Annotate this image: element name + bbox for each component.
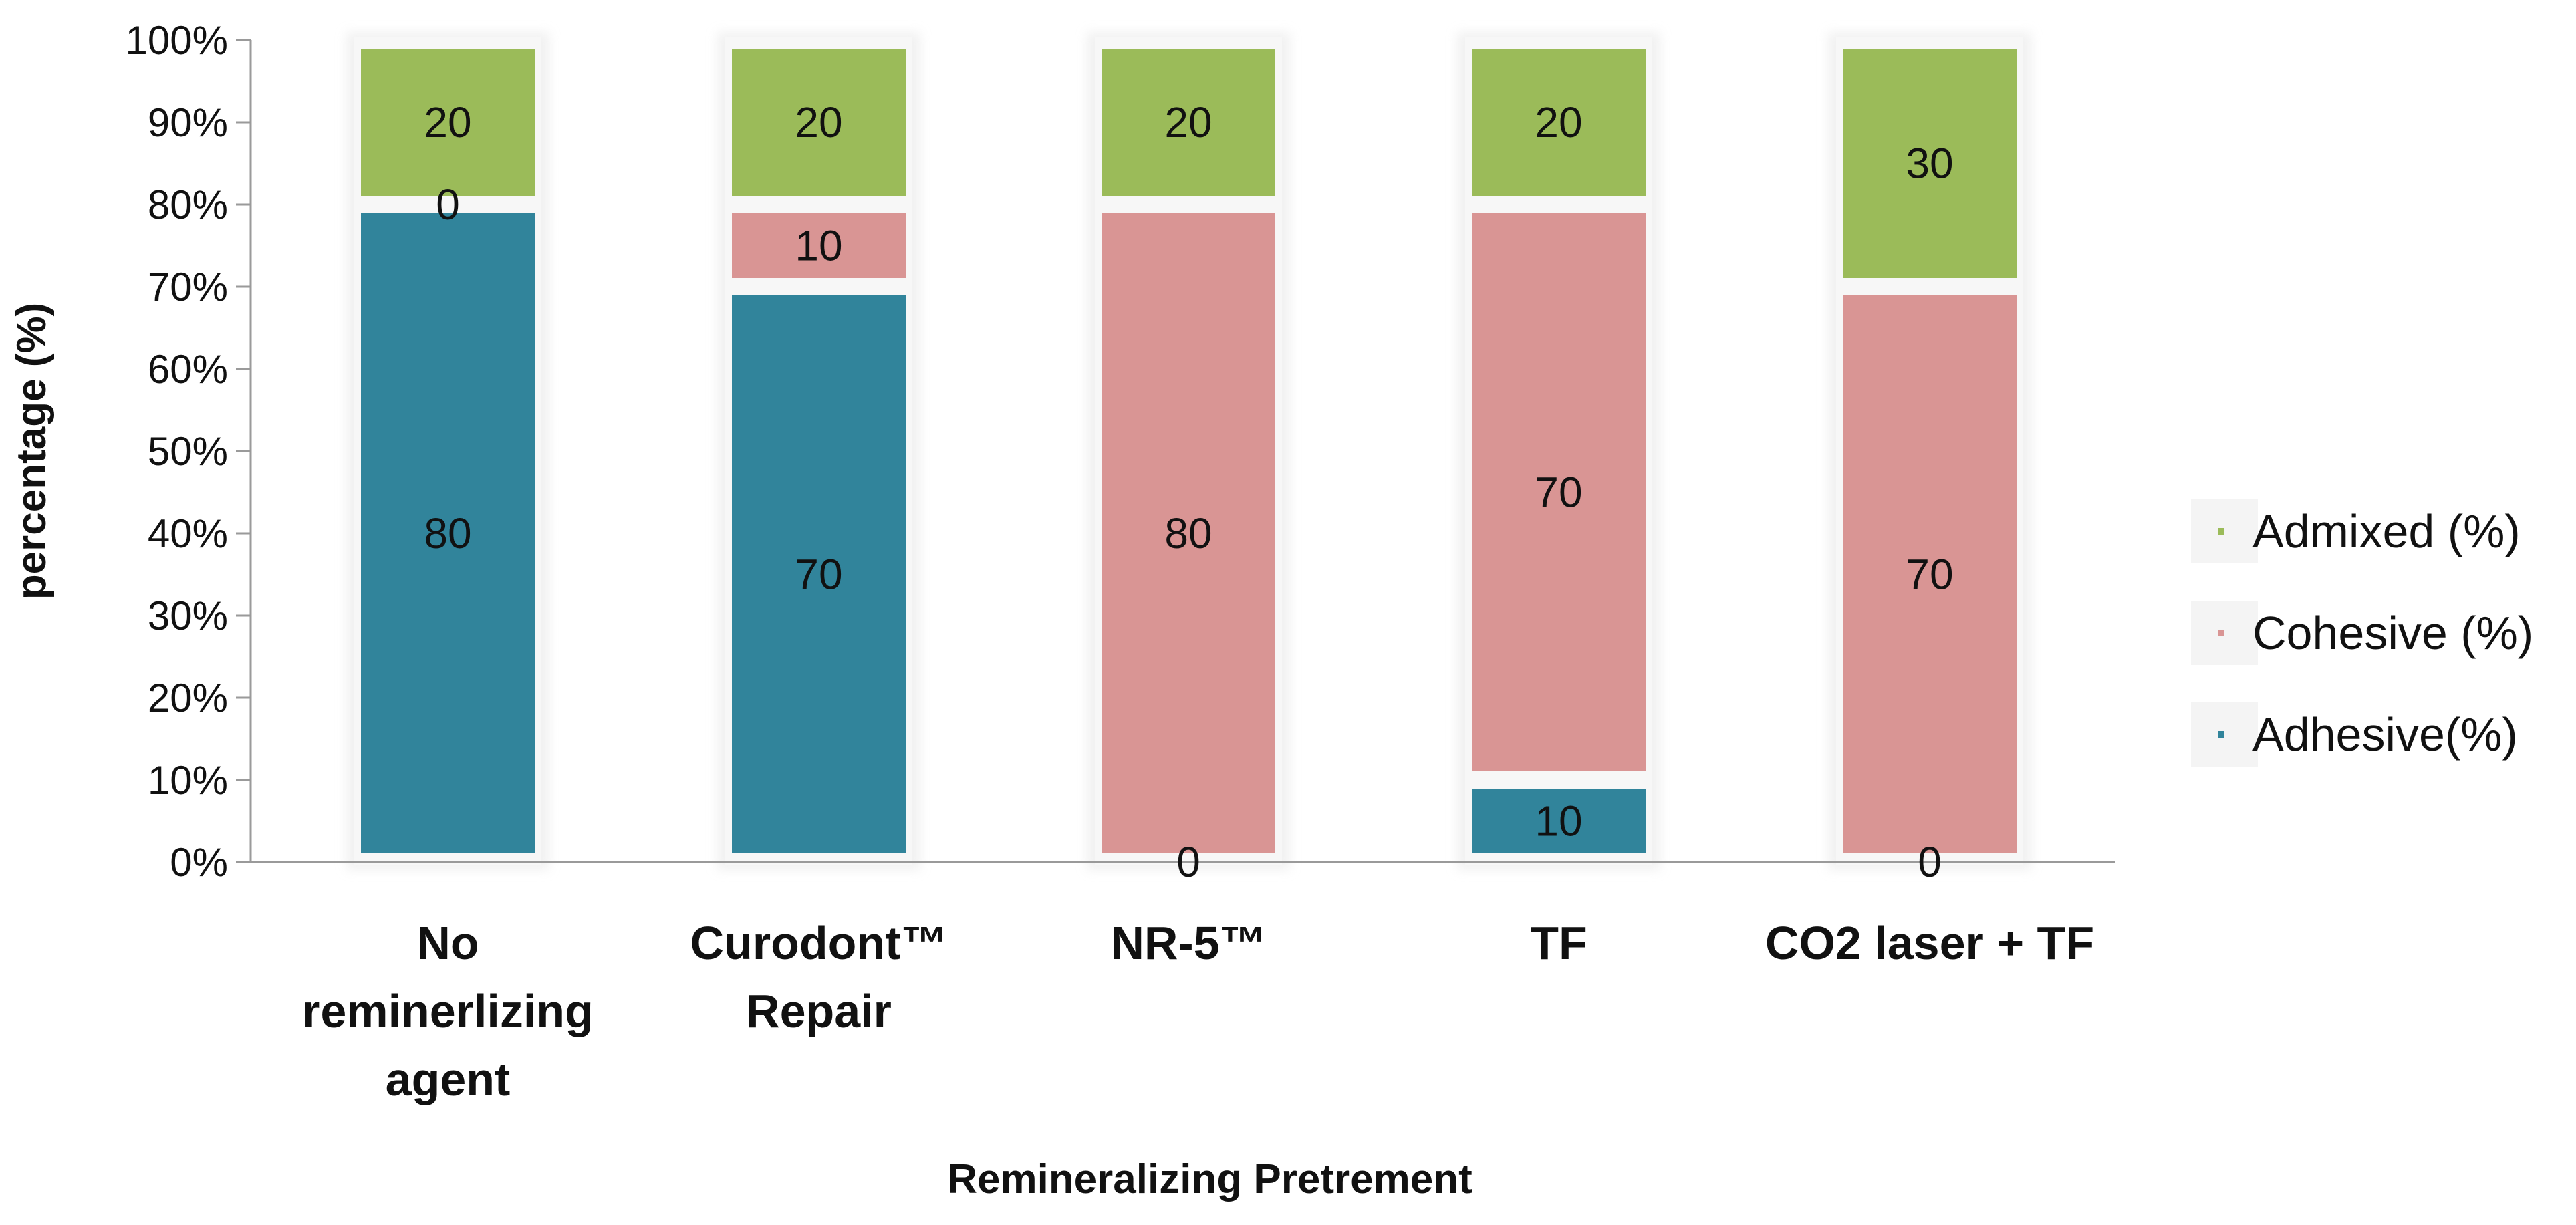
bar-segment <box>1102 49 1275 196</box>
legend: Admixed (%) Cohesive (%) Adhesive(%) <box>2191 499 2533 767</box>
bar-segment <box>1843 295 2017 853</box>
x-tick-label: Curodont™ <box>690 917 948 969</box>
x-tick-label: CO2 laser + TF <box>1765 917 2094 969</box>
x-tick-label: agent <box>386 1053 511 1105</box>
bar-segment <box>732 49 906 196</box>
bar-segment <box>1472 49 1646 196</box>
data-label: 80 <box>1164 509 1212 557</box>
legend-label: Admixed (%) <box>2252 505 2521 557</box>
y-axis-title: percentage (%) <box>9 303 55 599</box>
y-tick-label: 50% <box>148 429 228 474</box>
data-label: 20 <box>1535 98 1582 146</box>
legend-label: Adhesive(%) <box>2252 708 2518 761</box>
data-label: 0 <box>436 180 460 229</box>
data-label: 20 <box>795 98 842 146</box>
data-label: 20 <box>424 98 471 146</box>
bar-segment <box>732 213 906 278</box>
legend-label: Cohesive (%) <box>2252 607 2533 659</box>
data-label: 70 <box>795 551 842 599</box>
bar-segment <box>1102 213 1275 853</box>
y-tick-label: 10% <box>148 758 228 803</box>
bar-segments <box>361 49 2017 853</box>
y-tick-label: 20% <box>148 676 228 720</box>
data-label: 10 <box>1535 797 1582 845</box>
data-label: 70 <box>1906 551 1953 599</box>
y-tick-label: 70% <box>148 265 228 309</box>
y-tick-label: 60% <box>148 347 228 392</box>
legend-swatch <box>2218 731 2224 738</box>
data-label: 0 <box>1918 838 1942 886</box>
bar-segment <box>1843 49 2017 278</box>
x-tick-label: NR-5™ <box>1110 917 1266 969</box>
data-label: 10 <box>795 222 842 270</box>
y-tick-label: 90% <box>148 100 228 145</box>
data-label: 70 <box>1535 468 1582 517</box>
bar-segment <box>1472 213 1646 771</box>
legend-swatch <box>2218 630 2224 636</box>
data-label: 80 <box>424 509 471 557</box>
y-tick-label: 0% <box>170 840 228 885</box>
bar-segment <box>732 295 906 853</box>
data-label: 30 <box>1906 140 1953 188</box>
bar-segment <box>361 49 535 196</box>
y-tick-label: 100% <box>126 18 228 63</box>
bar-segment <box>1472 789 1646 853</box>
y-tick-label: 40% <box>148 511 228 556</box>
legend-swatch <box>2218 528 2224 535</box>
data-label: 20 <box>1164 98 1212 146</box>
x-tick-label: No <box>416 917 479 969</box>
data-label: 0 <box>1176 838 1200 886</box>
x-tick-label: TF <box>1530 917 1587 969</box>
axes: 0% 10% 20% 30% 40% 50% 60% 70% 80% 90% 100% No remin… <box>126 18 2115 1105</box>
data-labels: 80 0 20 70 10 20 0 80 20 10 70 20 0 70 30 <box>424 98 1953 886</box>
y-tick-label: 30% <box>148 593 228 638</box>
bar-segment <box>361 213 535 853</box>
x-tick-label: reminerlizing <box>302 985 594 1037</box>
y-tick-label: 80% <box>148 182 228 227</box>
x-axis-title: Remineralizing Pretrement <box>947 1156 1472 1202</box>
x-tick-label: Repair <box>746 985 892 1037</box>
